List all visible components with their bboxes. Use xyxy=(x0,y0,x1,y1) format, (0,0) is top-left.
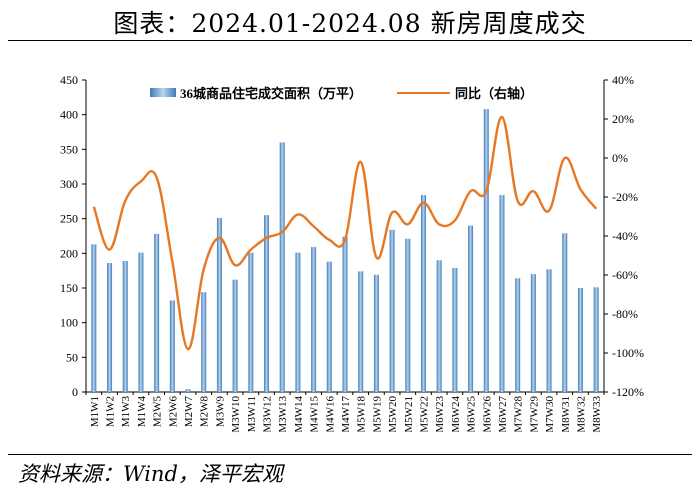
bar xyxy=(436,260,442,392)
bar xyxy=(468,225,474,392)
legend-bar-label: 36城商品住宅成交面积（万平） xyxy=(180,86,362,101)
bar xyxy=(373,274,379,392)
bar xyxy=(264,215,270,392)
x-tick-label: M5W22 xyxy=(418,396,430,433)
bar xyxy=(546,269,552,392)
left-tick-label: 300 xyxy=(60,177,78,191)
bar xyxy=(138,252,144,392)
x-tick-label: M8W32 xyxy=(575,396,587,433)
x-tick-label: M3W11 xyxy=(246,396,258,432)
x-tick-label: M1W3 xyxy=(120,396,132,428)
left-tick-label: 350 xyxy=(60,142,78,156)
bar xyxy=(91,244,97,392)
x-tick-label: M2W7 xyxy=(183,396,195,428)
right-tick-label: 20% xyxy=(612,112,634,126)
bar xyxy=(169,300,175,392)
x-tick-label: M7W29 xyxy=(528,396,540,433)
bar xyxy=(358,271,364,392)
right-tick-label: 40% xyxy=(612,73,634,87)
x-tick-label: M4W16 xyxy=(324,396,336,433)
x-tick-label: M7W28 xyxy=(513,396,525,433)
bar xyxy=(593,287,599,392)
source-divider xyxy=(8,454,692,455)
x-tick-label: M1W4 xyxy=(136,396,148,428)
bar xyxy=(405,238,411,392)
x-tick-label: M4W15 xyxy=(309,396,321,433)
x-tick-label: M5W18 xyxy=(356,396,368,433)
bar xyxy=(483,109,489,393)
title-divider xyxy=(8,40,692,41)
x-tick-label: M4W17 xyxy=(340,396,352,433)
bar xyxy=(295,252,301,392)
bar xyxy=(185,389,191,392)
left-tick-label: 150 xyxy=(60,281,78,295)
bar xyxy=(279,142,285,392)
x-tick-label: M6W23 xyxy=(434,396,446,433)
left-tick-label: 100 xyxy=(60,316,78,330)
left-tick-label: 0 xyxy=(72,385,78,399)
x-tick-label: M6W24 xyxy=(450,396,462,433)
left-tick-label: 400 xyxy=(60,108,78,122)
combo-chart: 36城商品住宅成交面积（万平） 同比（右轴） 0 50 100 150 200 250 30… xyxy=(60,73,644,433)
right-tick-label: -60% xyxy=(612,268,638,282)
x-tick-label: M3W12 xyxy=(262,396,274,433)
x-tick-label: M8W33 xyxy=(591,396,603,433)
x-tick-label: M4W14 xyxy=(293,396,305,433)
left-tick-label: 50 xyxy=(66,350,78,364)
x-tick-label: M3W13 xyxy=(277,396,289,433)
bar xyxy=(515,278,521,392)
legend: 36城商品住宅成交面积（万平） 同比（右轴） xyxy=(150,86,533,101)
bar xyxy=(499,195,505,392)
x-tick-label: M2W8 xyxy=(199,396,211,428)
yoy-line xyxy=(92,115,598,351)
x-tick-label: M5W20 xyxy=(387,396,399,433)
bar xyxy=(311,247,317,392)
bar xyxy=(452,267,458,392)
x-tick-label: M5W19 xyxy=(371,396,383,433)
bar xyxy=(122,260,128,392)
bar xyxy=(420,195,426,392)
source-note: 资料来源：Wind，泽平宏观 xyxy=(18,462,283,486)
right-tick-label: -120% xyxy=(612,385,644,399)
right-tick-label: -20% xyxy=(612,190,638,204)
bar xyxy=(201,292,207,392)
bar xyxy=(216,217,222,392)
left-tick-label: 200 xyxy=(60,246,78,260)
bar xyxy=(154,233,160,392)
right-tick-label: -40% xyxy=(612,229,638,243)
bar xyxy=(342,236,348,392)
left-tick-label: 250 xyxy=(60,212,78,226)
bar xyxy=(577,288,583,392)
bar xyxy=(326,261,332,392)
right-tick-label: 0% xyxy=(612,151,628,165)
bar xyxy=(530,274,536,392)
x-tick-label: M2W5 xyxy=(152,396,164,428)
bar xyxy=(232,279,238,392)
bar xyxy=(248,252,254,392)
legend-line-label: 同比（右轴） xyxy=(455,86,533,101)
x-tick-label: M5W21 xyxy=(403,396,415,433)
x-tick-label: M1W2 xyxy=(105,396,117,427)
x-tick-label: M3W10 xyxy=(230,396,242,433)
chart-title: 图表：2024.01-2024.08 新房周度成交 xyxy=(113,9,587,38)
x-tick-label: M7W30 xyxy=(544,396,556,433)
bar xyxy=(562,233,568,392)
right-tick-label: -100% xyxy=(612,346,644,360)
x-tick-label: M6W27 xyxy=(497,396,509,433)
bar xyxy=(107,263,113,392)
x-tick-label: M2W6 xyxy=(167,396,179,428)
x-tick-label: M8W31 xyxy=(560,396,572,433)
right-tick-label: -80% xyxy=(612,307,638,321)
x-tick-label: M1W1 xyxy=(89,396,101,427)
x-tick-label: M6W26 xyxy=(481,396,493,433)
left-tick-label: 450 xyxy=(60,73,78,87)
bar xyxy=(389,229,395,392)
x-tick-label: M6W25 xyxy=(466,396,478,433)
legend-bar-swatch xyxy=(150,88,176,97)
x-tick-label: M3W9 xyxy=(214,396,226,428)
